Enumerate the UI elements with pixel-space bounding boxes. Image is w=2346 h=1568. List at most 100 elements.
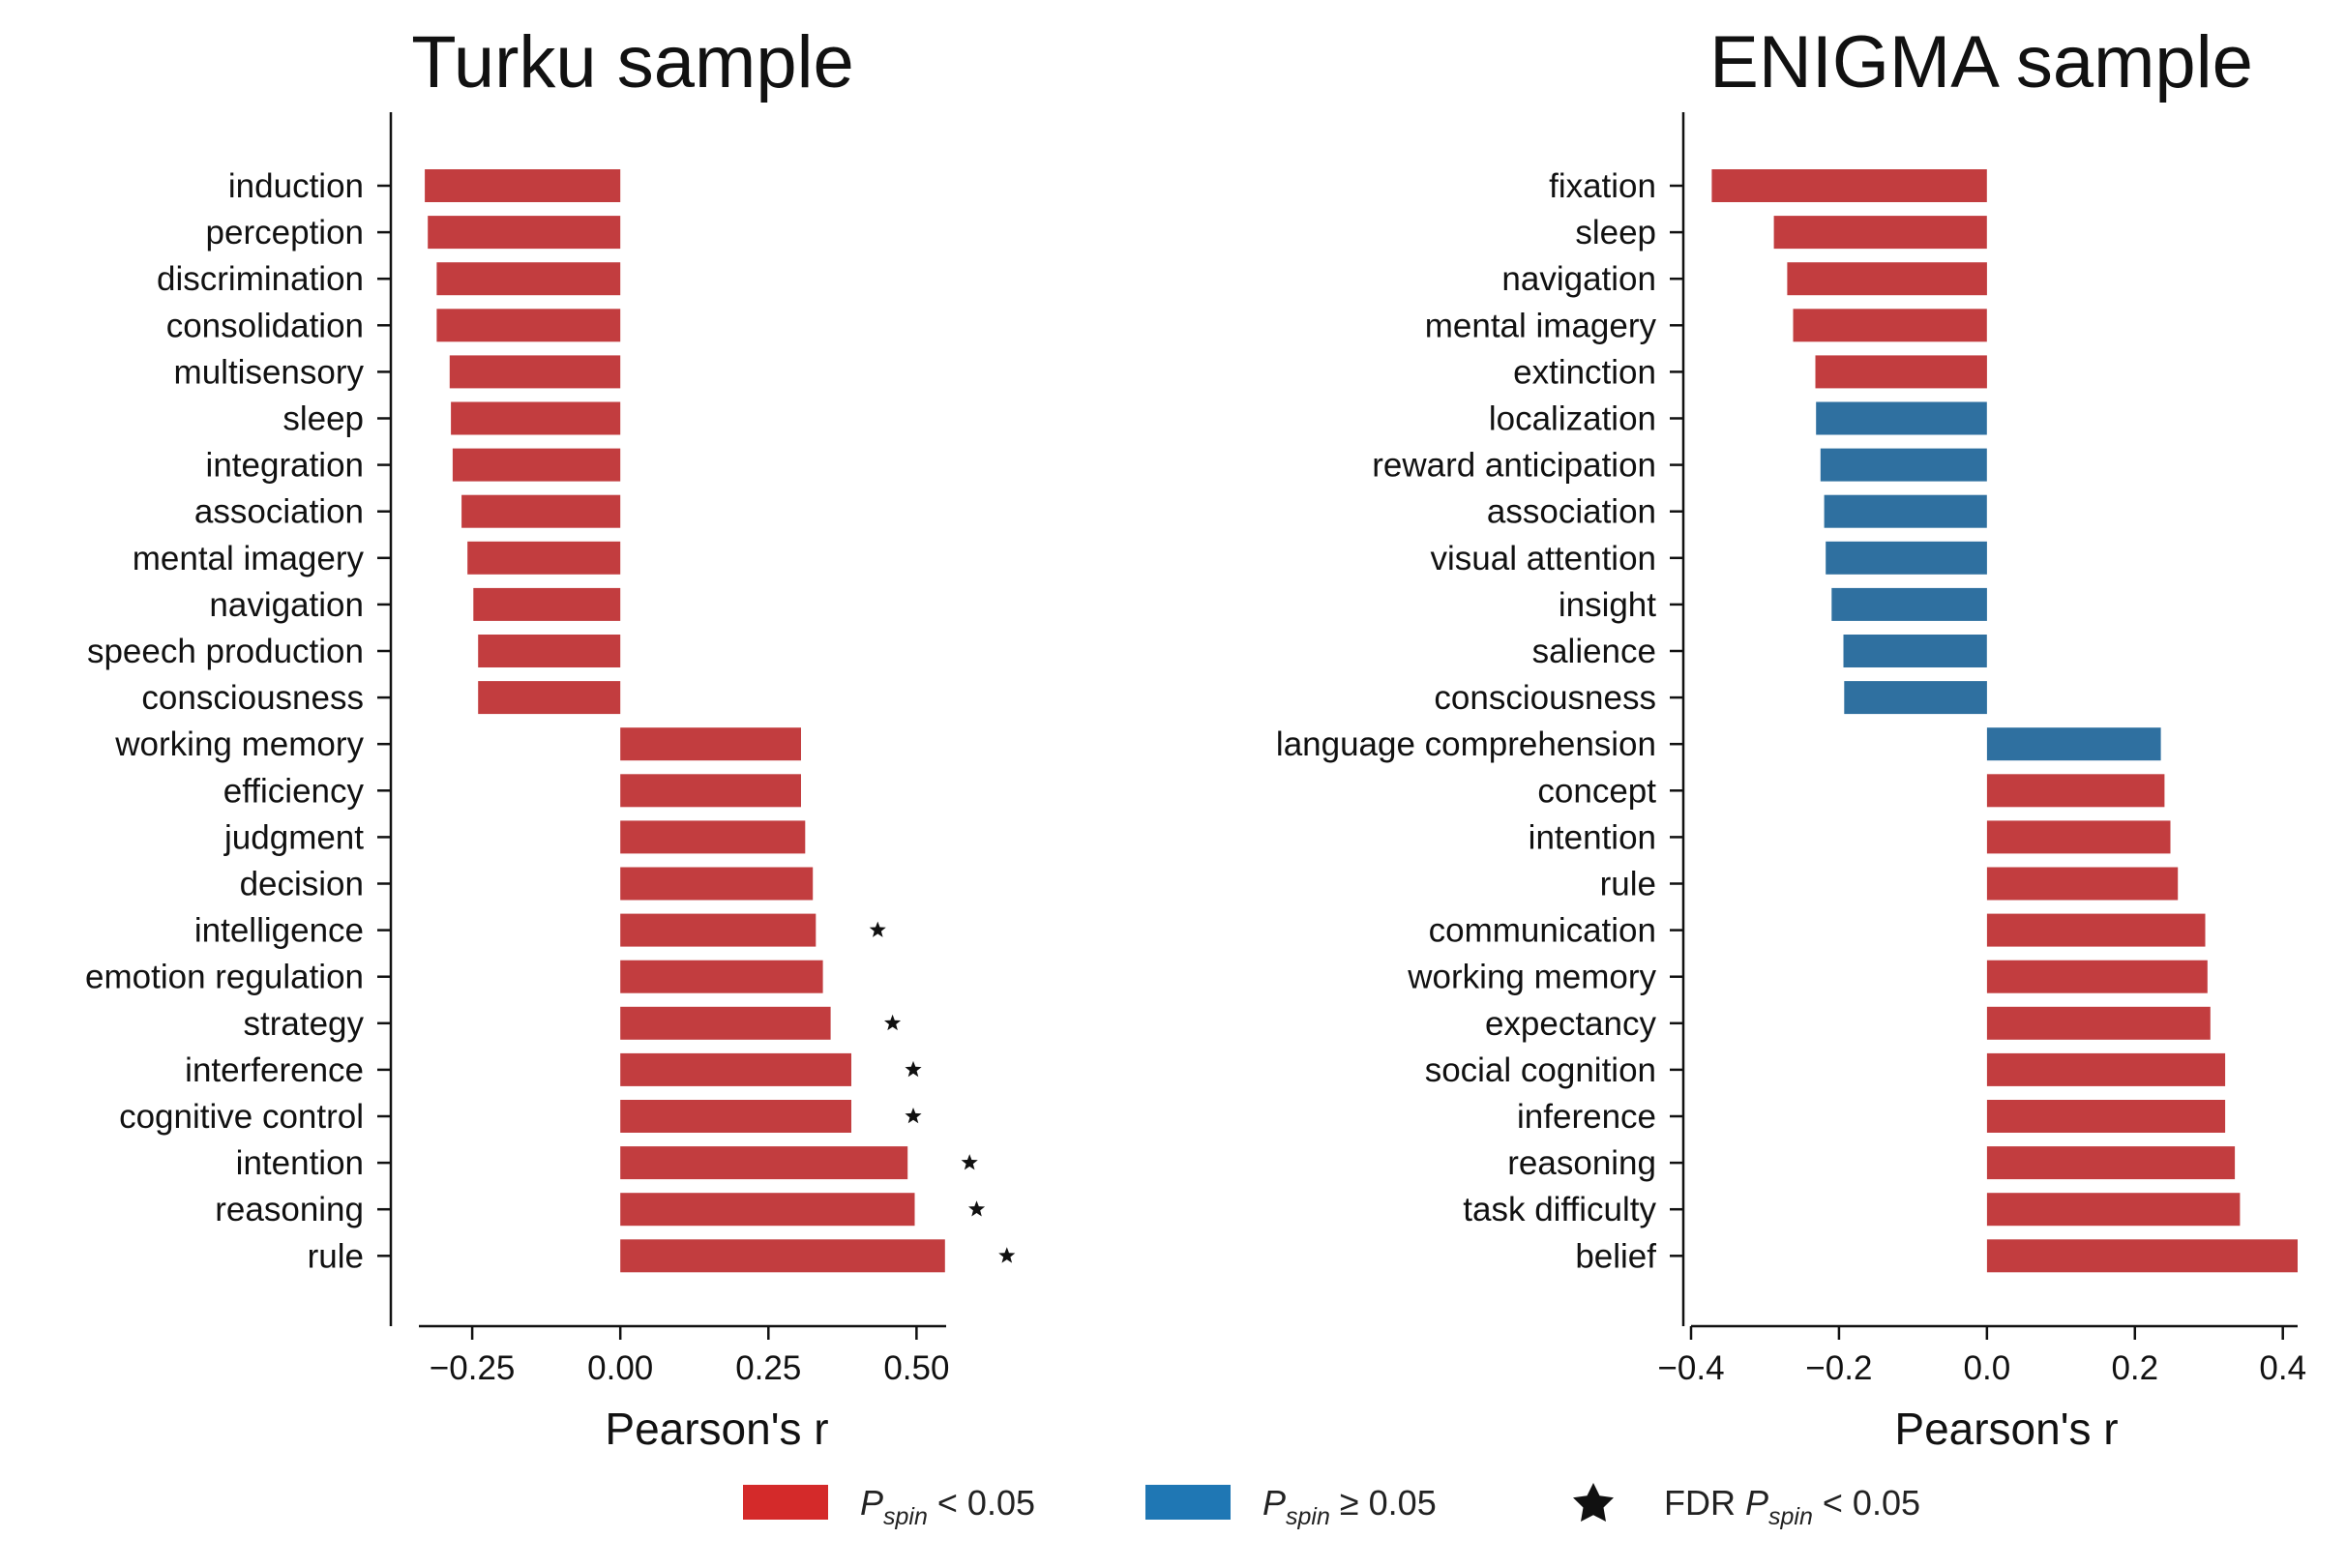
turku-bar [620, 1239, 945, 1273]
turku-category-label: sleep [282, 400, 364, 438]
legend-significant-label: Pspin < 0.05 [860, 1483, 1035, 1530]
enigma-category-label: navigation [1501, 260, 1656, 298]
enigma-category-label: social cognition [1425, 1051, 1656, 1089]
turku-fdr-star [884, 1014, 902, 1031]
enigma-bar [1986, 1239, 2298, 1273]
turku-x-axis-label: Pearson's r [605, 1404, 828, 1454]
turku-category-label: mental imagery [133, 540, 365, 577]
turku-bar [620, 1146, 908, 1180]
legend-fdr-label: FDR Pspin < 0.05 [1664, 1483, 1920, 1530]
enigma-bar [1773, 216, 1987, 250]
enigma-bar [1820, 448, 1987, 482]
enigma-bar [1986, 1146, 2236, 1180]
enigma-bar [1986, 867, 2179, 901]
turku-category-label: association [194, 493, 364, 531]
turku-category-label: navigation [209, 586, 364, 624]
enigma-category-label: reasoning [1507, 1144, 1656, 1182]
turku-category-label: interference [185, 1051, 364, 1089]
enigma-bar [1986, 1052, 2226, 1086]
turku-x-tick-label: 0.00 [587, 1349, 653, 1387]
enigma-bar [1831, 587, 1987, 621]
enigma-category-label: localization [1489, 400, 1656, 438]
enigma-category-label: language comprehension [1276, 725, 1656, 763]
enigma-x-tick-label: 0.0 [1964, 1349, 2011, 1387]
legend-significant-patch [743, 1485, 828, 1520]
enigma-category-label: intention [1529, 818, 1656, 856]
turku-category-label: judgment [223, 818, 364, 856]
turku-category-label: rule [308, 1237, 364, 1275]
turku-bar [478, 635, 621, 667]
enigma-category-label: sleep [1575, 214, 1656, 251]
turku-bar [461, 494, 621, 528]
turku-category-label: discrimination [157, 260, 364, 298]
enigma-bar [1826, 541, 1987, 575]
turku-bar [451, 401, 621, 435]
enigma-bar [1844, 681, 1987, 715]
turku-bar [436, 309, 621, 342]
turku-title: Turku sample [411, 21, 854, 104]
turku-bar [467, 541, 621, 575]
turku-bar [620, 1052, 851, 1086]
turku-category-label: cognitive control [119, 1098, 364, 1136]
turku-fdr-star [905, 1108, 922, 1124]
enigma-bar [1986, 727, 2161, 761]
enigma-bar [1793, 309, 1987, 342]
turku-category-label: working memory [114, 725, 364, 763]
turku-fdr-star [968, 1200, 986, 1217]
turku-bar [473, 587, 621, 621]
enigma-title: ENIGMA sample [1709, 21, 2253, 104]
turku-category-label: decision [240, 866, 364, 903]
enigma-bar [1986, 1193, 2241, 1227]
enigma-category-label: salience [1532, 633, 1656, 670]
enigma-category-label: association [1487, 493, 1656, 531]
turku-category-label: reasoning [215, 1191, 364, 1228]
enigma-x-tick-label: 0.2 [2111, 1349, 2158, 1387]
enigma-category-label: consciousness [1434, 679, 1656, 717]
turku-bar [436, 262, 621, 296]
turku-bar [620, 774, 801, 808]
turku-category-label: intention [236, 1144, 364, 1182]
turku-fdr-star [998, 1247, 1016, 1263]
turku-bar [452, 448, 621, 482]
enigma-category-label: communication [1429, 912, 1656, 950]
enigma-x-tick-label: −0.2 [1805, 1349, 1872, 1387]
turku-bar [620, 1193, 915, 1227]
turku-bar [620, 1006, 831, 1040]
enigma-category-label: concept [1537, 772, 1656, 810]
enigma-bar [1816, 401, 1987, 435]
enigma-category-label: working memory [1407, 959, 1656, 996]
enigma-bar [1986, 1006, 2211, 1040]
turku-category-label: efficiency [223, 772, 365, 810]
turku-fdr-star [869, 921, 886, 937]
turku-panel: Turku sample Pearson's r induction percep… [85, 21, 1016, 1454]
turku-fdr-star [961, 1154, 978, 1170]
enigma-category-label: reward anticipation [1372, 447, 1656, 485]
enigma-bar [1986, 820, 2171, 854]
turku-bar [620, 1100, 851, 1133]
star-icon [1573, 1483, 1614, 1522]
enigma-bar [1986, 774, 2165, 808]
turku-bar [620, 820, 806, 854]
enigma-panel: ENIGMA sample Pearson's r fixation sleep n… [1276, 21, 2306, 1454]
enigma-x-axis-label: Pearson's r [1894, 1404, 2118, 1454]
enigma-bar [1824, 494, 1987, 528]
enigma-bar [1711, 169, 1987, 202]
turku-x-tick-label: 0.25 [735, 1349, 801, 1387]
enigma-category-label: insight [1559, 586, 1656, 624]
turku-category-label: consolidation [166, 307, 364, 344]
turku-category-label: induction [228, 167, 364, 205]
turku-category-label: integration [206, 447, 364, 485]
enigma-bar [1787, 262, 1987, 296]
enigma-category-label: visual attention [1431, 540, 1656, 577]
enigma-bar [1986, 960, 2208, 993]
enigma-category-label: extinction [1513, 353, 1656, 391]
enigma-category-label: rule [1600, 866, 1656, 903]
turku-category-label: consciousness [141, 679, 364, 717]
enigma-category-label: inference [1517, 1098, 1656, 1136]
turku-category-label: intelligence [194, 912, 364, 950]
enigma-x-tick-label: −0.4 [1657, 1349, 1724, 1387]
enigma-category-label: fixation [1549, 167, 1656, 205]
turku-x-tick-label: 0.50 [883, 1349, 949, 1387]
enigma-bar [1986, 1100, 2226, 1133]
